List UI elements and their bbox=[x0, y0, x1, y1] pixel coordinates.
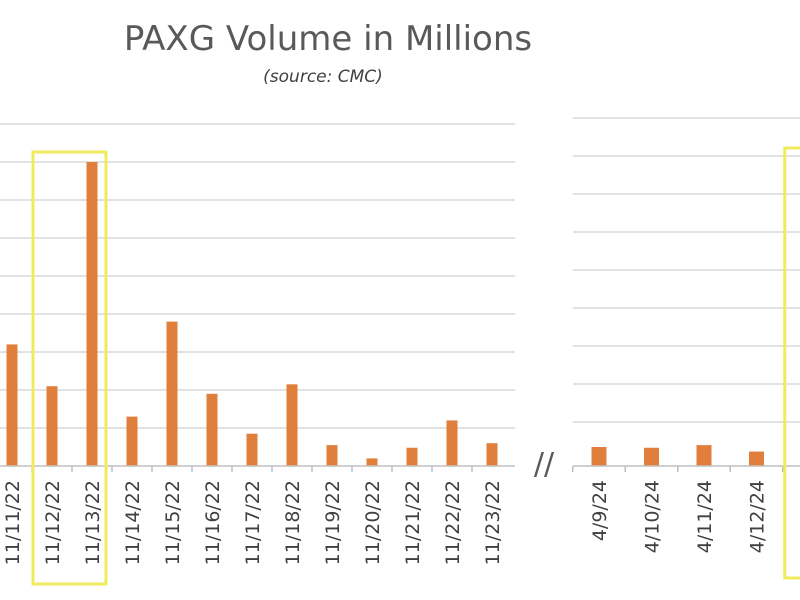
x-tick-label: 4/12/24 bbox=[747, 480, 769, 553]
axis-break-mark: // bbox=[534, 447, 555, 482]
bar bbox=[446, 420, 458, 466]
chart-subtitle: (source: CMC) bbox=[263, 67, 383, 87]
chart-title: PAXG Volume in Millions bbox=[124, 19, 532, 59]
x-tick-label: 11/23/22 bbox=[482, 480, 504, 565]
bar bbox=[696, 445, 712, 466]
x-tick-label: 11/22/22 bbox=[442, 480, 464, 565]
x-tick-label: 11/15/22 bbox=[162, 480, 184, 565]
highlight-boxes bbox=[31, 146, 800, 586]
bar bbox=[749, 451, 764, 466]
highlight-box bbox=[31, 150, 108, 586]
axis-break-symbol: // bbox=[534, 447, 555, 482]
bar bbox=[286, 384, 298, 466]
x-tick-label: 11/21/22 bbox=[402, 480, 424, 565]
bars bbox=[6, 162, 764, 466]
x-tick-label: 11/11/22 bbox=[2, 480, 24, 565]
bar bbox=[86, 162, 98, 466]
bar bbox=[644, 447, 659, 466]
bar bbox=[246, 433, 258, 466]
bar bbox=[591, 447, 607, 466]
x-tick-label: 11/13/22 bbox=[82, 480, 104, 565]
grid-lines bbox=[0, 117, 800, 429]
x-tick-label: 11/17/22 bbox=[242, 480, 264, 565]
x-tick-label: 4/11/24 bbox=[694, 480, 716, 553]
x-tick-label: 11/12/22 bbox=[42, 480, 64, 565]
x-tick-label: 4/10/24 bbox=[642, 480, 664, 553]
bar bbox=[166, 321, 178, 466]
highlight-box bbox=[783, 146, 800, 580]
bar bbox=[486, 443, 498, 466]
bar bbox=[366, 458, 378, 466]
x-tick-label: 4/9/24 bbox=[589, 480, 611, 541]
x-tick-label: 11/18/22 bbox=[282, 480, 304, 565]
bar bbox=[206, 393, 218, 466]
bar bbox=[326, 445, 338, 466]
x-axis bbox=[0, 465, 800, 472]
x-tick-label: 11/19/22 bbox=[322, 480, 344, 565]
x-tick-label: 11/20/22 bbox=[362, 480, 384, 565]
bar bbox=[126, 416, 138, 466]
bar bbox=[46, 386, 58, 466]
bar bbox=[406, 447, 418, 466]
x-tick-label: 11/16/22 bbox=[202, 480, 224, 565]
x-tick-labels: 11/11/22 11/12/22 11/13/22 11/14/22 11/15/22… bbox=[2, 480, 800, 565]
bar bbox=[6, 344, 18, 466]
x-tick-label: 11/14/22 bbox=[122, 480, 144, 565]
